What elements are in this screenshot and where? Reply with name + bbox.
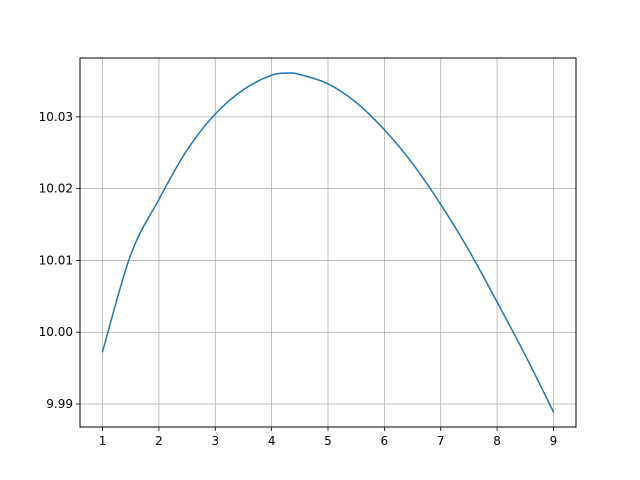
- x-tick-label: 2: [155, 434, 163, 448]
- y-tick-label: 10.00: [39, 325, 73, 339]
- x-tick-label: 7: [437, 434, 445, 448]
- y-tick-label: 10.03: [39, 110, 73, 124]
- x-tick-label: 6: [381, 434, 389, 448]
- x-tick-label: 4: [268, 434, 276, 448]
- y-axis-ticks: 9.99 10.00 10.01 10.02 10.03: [39, 110, 80, 411]
- x-tick-label: 8: [493, 434, 501, 448]
- x-tick-label: 1: [99, 434, 107, 448]
- grid: [80, 58, 576, 427]
- series-layer: [101, 72, 555, 413]
- x-tick-label: 3: [211, 434, 219, 448]
- x-tick-label: 5: [324, 434, 332, 448]
- series-line: [101, 72, 555, 413]
- y-tick-label: 10.01: [39, 253, 73, 267]
- x-tick-label: 9: [550, 434, 558, 448]
- y-tick-label: 10.02: [39, 182, 73, 196]
- y-tick-label: 9.99: [46, 397, 73, 411]
- x-axis-ticks: 1 2 3 4 5 6 7 8 9: [99, 427, 558, 448]
